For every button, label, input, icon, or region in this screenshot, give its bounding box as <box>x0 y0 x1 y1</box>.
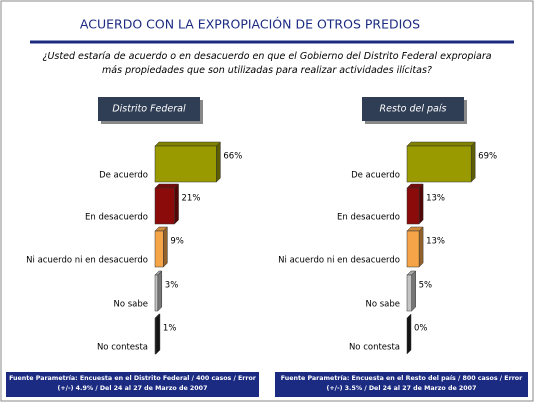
value-label: 13% <box>426 194 445 204</box>
category-label: No contesta <box>97 343 148 353</box>
category-label: No contesta <box>349 343 400 353</box>
value-label: 21% <box>182 194 201 204</box>
bar <box>406 141 476 183</box>
category-label: De acuerdo <box>351 171 400 181</box>
bar <box>154 313 161 355</box>
panel-header <box>362 97 464 121</box>
source-note: Fuente Parametría: Encuesta en el Resto … <box>275 372 528 397</box>
value-label: 69% <box>478 152 497 162</box>
bar <box>154 141 221 183</box>
bar <box>406 270 417 312</box>
bar <box>406 313 412 355</box>
value-label: 5% <box>419 281 433 291</box>
bar <box>406 183 424 225</box>
source-note: Fuente Parametría: Encuesta en el Distri… <box>6 372 259 397</box>
category-label: De acuerdo <box>99 171 148 181</box>
value-label: 13% <box>426 237 445 247</box>
category-label: No sabe <box>365 300 400 310</box>
category-label: Ni acuerdo ni en desacuerdo <box>278 256 400 266</box>
category-label: En desacuerdo <box>85 213 148 223</box>
question: ¿Usted estaría de acuerdo o en desacuerd… <box>42 51 492 76</box>
bar <box>154 270 163 312</box>
category-label: Ni acuerdo ni en desacuerdo <box>26 256 148 266</box>
panel-header <box>98 97 200 121</box>
value-label: 66% <box>223 152 242 162</box>
value-label: 0% <box>414 324 428 334</box>
value-label: 3% <box>165 281 179 291</box>
bar <box>406 226 424 268</box>
panel-title: Resto del país <box>380 104 447 115</box>
value-label: 1% <box>163 324 177 334</box>
category-label: No sabe <box>113 300 148 310</box>
value-label: 9% <box>170 237 184 247</box>
bar <box>154 183 180 225</box>
chart-title: ACUERDO CON LA EXPROPIACIÓN DE OTROS PRE… <box>80 17 420 32</box>
category-label: En desacuerdo <box>337 213 400 223</box>
panel-title: Distrito Federal <box>112 104 186 115</box>
bar <box>154 226 168 268</box>
